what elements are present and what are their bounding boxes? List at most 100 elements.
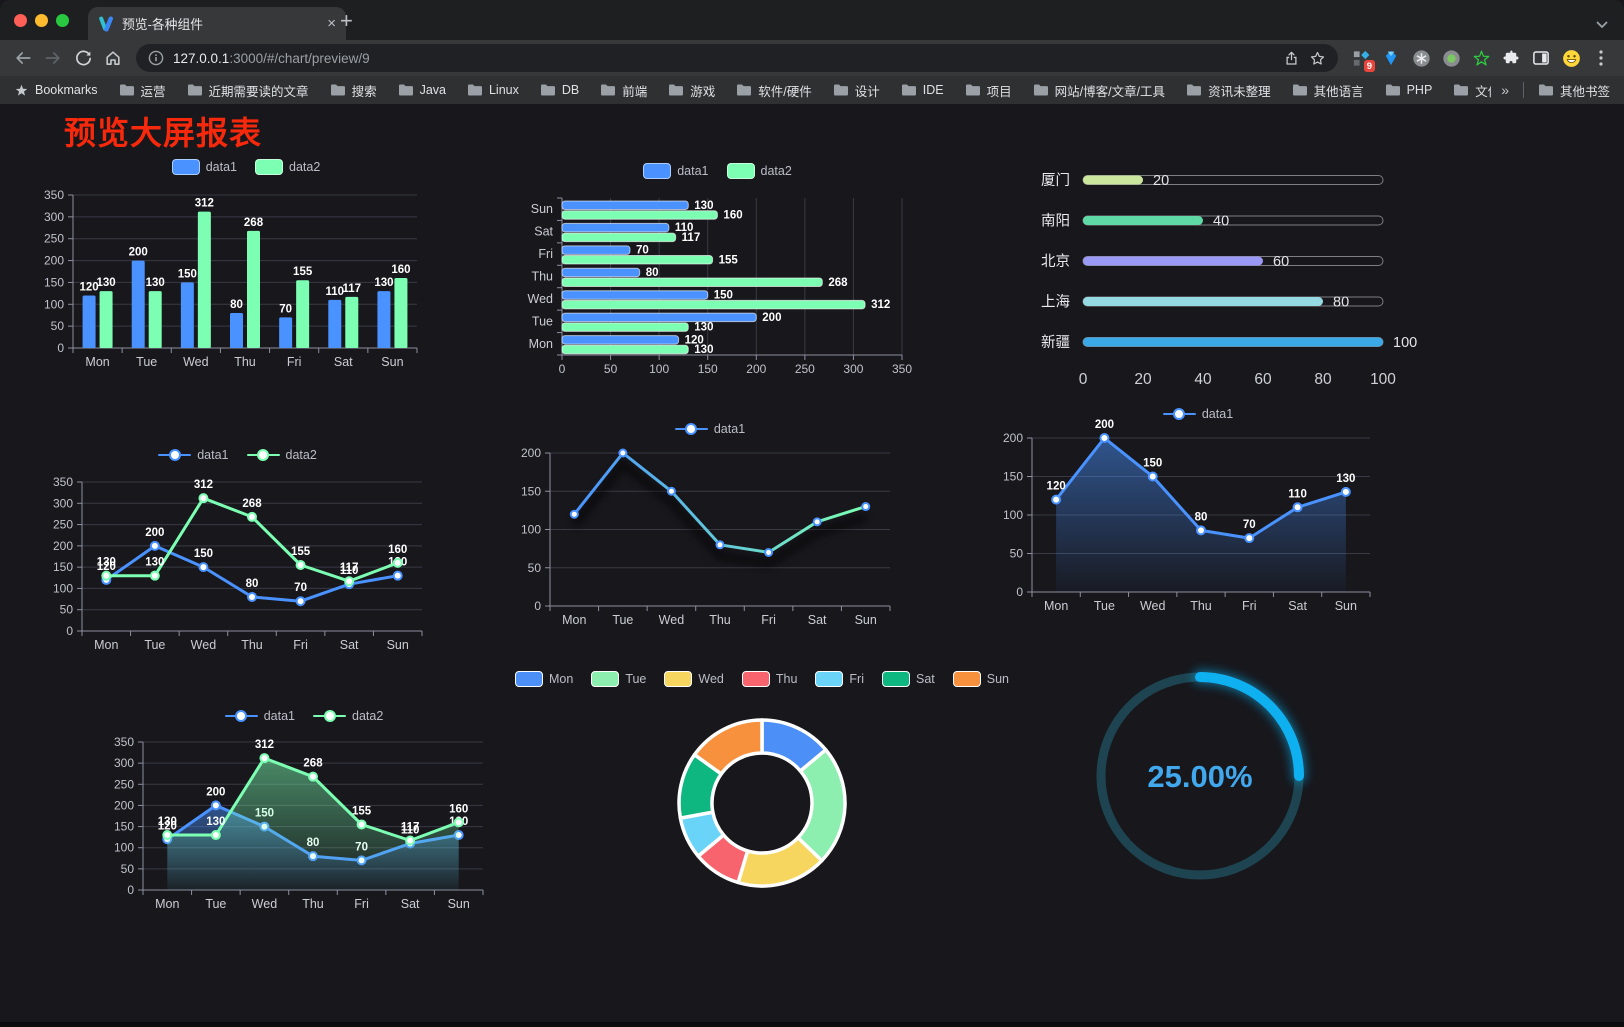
legend-item-data2[interactable]: data2 <box>726 163 792 179</box>
address-bar[interactable]: 127.0.0.1:3000/#/chart/preview/9 <box>136 44 1338 72</box>
bookmark-folder[interactable]: 前端 <box>600 81 647 100</box>
back-arrow-icon[interactable] <box>8 44 38 72</box>
tab-search-chevron-icon[interactable] <box>1596 16 1608 34</box>
legend-item-Tue[interactable]: Tue <box>591 671 646 687</box>
legend-item-data1[interactable]: data1 <box>158 447 229 462</box>
svg-text:Mon: Mon <box>85 355 109 369</box>
legend-item-data1[interactable]: data1 <box>674 421 745 436</box>
svg-text:Sat: Sat <box>340 638 359 652</box>
home-icon[interactable] <box>98 44 128 72</box>
bookmark-folder[interactable]: Linux <box>467 83 519 97</box>
svg-text:80: 80 <box>230 299 243 311</box>
side-panel-icon[interactable] <box>1526 44 1556 72</box>
legend-swatch <box>591 671 620 687</box>
bookmark-folder[interactable]: Java <box>398 83 446 97</box>
bookmark-folder[interactable]: 网站/博客/文章/工具 <box>1033 81 1165 100</box>
recorder-icon[interactable] <box>1436 44 1466 72</box>
proxy-switch-icon[interactable]: 9 <box>1346 44 1376 72</box>
svg-text:130: 130 <box>1336 473 1355 485</box>
legend-item-data2[interactable]: data2 <box>246 447 317 462</box>
svg-text:Sat: Sat <box>534 225 553 239</box>
legend-item-data1[interactable]: data1 <box>224 708 295 723</box>
svg-text:80: 80 <box>1195 511 1208 523</box>
screenshot-tool-icon[interactable] <box>1406 44 1436 72</box>
svg-text:50: 50 <box>1010 547 1024 561</box>
svg-text:130: 130 <box>145 557 164 569</box>
window-controls <box>14 14 69 27</box>
bookmark-folder[interactable]: 其他语言 <box>1292 81 1364 100</box>
legend-item-data2[interactable]: data2 <box>313 708 383 723</box>
svg-text:100: 100 <box>1003 508 1023 522</box>
menu-kebab-icon[interactable] <box>1586 44 1616 72</box>
legend-item-data1[interactable]: data1 <box>643 163 709 179</box>
svg-text:Sat: Sat <box>334 355 353 369</box>
chart-legend: data1 data2 <box>36 159 456 175</box>
legend-label: Tue <box>625 672 647 686</box>
minimize-window-button[interactable] <box>35 14 48 27</box>
legend-marker <box>158 447 192 462</box>
svg-text:250: 250 <box>53 518 73 532</box>
svg-text:300: 300 <box>53 496 73 510</box>
bookmark-folder[interactable]: 游戏 <box>668 81 715 100</box>
legend-item-data1[interactable]: data1 <box>1162 406 1233 421</box>
bookmark-folder[interactable]: 资讯未整理 <box>1186 81 1271 100</box>
bookmark-folder[interactable]: DB <box>540 83 579 97</box>
bookmark-folder[interactable]: 近期需要读的文章 <box>187 81 309 100</box>
bookmark-folder[interactable]: 项目 <box>965 81 1012 100</box>
legend-item-Wed[interactable]: Wed <box>664 671 724 687</box>
legend-item-Fri[interactable]: Fri <box>815 671 864 687</box>
bookmark-folder[interactable]: 设计 <box>833 81 880 100</box>
svg-text:Thu: Thu <box>1190 599 1212 613</box>
bookmarks-manager[interactable]: Bookmarks <box>14 83 98 98</box>
tab-close-icon[interactable]: × <box>327 15 336 32</box>
puzzle-extensions-icon[interactable] <box>1496 44 1526 72</box>
svg-text:Tue: Tue <box>205 897 226 911</box>
svg-text:117: 117 <box>401 822 420 834</box>
svg-text:50: 50 <box>604 362 618 376</box>
svg-text:新疆: 新疆 <box>1041 334 1070 351</box>
svg-text:312: 312 <box>194 479 213 491</box>
svg-text:0: 0 <box>57 341 64 355</box>
chart-gauge: 25.00% <box>1080 656 1320 896</box>
svg-text:200: 200 <box>521 446 541 460</box>
legend-item-Thu[interactable]: Thu <box>741 671 797 687</box>
svg-text:117: 117 <box>340 562 359 574</box>
svg-text:北京: 北京 <box>1041 253 1070 270</box>
svg-text:268: 268 <box>828 277 848 289</box>
emoji-extension-icon[interactable] <box>1556 44 1586 72</box>
site-info-icon[interactable] <box>148 50 164 66</box>
maximize-window-button[interactable] <box>56 14 69 27</box>
bookmark-folder[interactable]: 软件/硬件 <box>736 81 812 100</box>
chart-bar-vertical: data1 data2 0 50 100 150 200 250 300 350 Mon Tue Wed… <box>36 152 456 376</box>
url-text[interactable]: 127.0.0.1:3000/#/chart/preview/9 <box>173 51 1274 66</box>
forward-arrow-icon[interactable] <box>38 44 68 72</box>
bookmark-folder[interactable]: 运营 <box>119 81 166 100</box>
svg-text:120: 120 <box>158 820 177 832</box>
bookmarks-label: Bookmarks <box>35 83 98 97</box>
svg-text:130: 130 <box>146 277 165 289</box>
svg-text:130: 130 <box>374 277 393 289</box>
legend-item-Sat[interactable]: Sat <box>882 671 935 687</box>
chart-line-gradient: data1 0 50 100 150 200 Mon Tue Wed Thu Fri Sat Sun <box>520 415 900 633</box>
blue-gem-icon[interactable] <box>1376 44 1406 72</box>
legend-item-data2[interactable]: data2 <box>255 159 320 175</box>
bookmark-folder[interactable]: PHP <box>1385 83 1432 97</box>
legend-item-Mon[interactable]: Mon <box>514 671 573 687</box>
close-window-button[interactable] <box>14 14 27 27</box>
other-bookmarks-folder[interactable]: 其他书签 <box>1538 81 1610 100</box>
bookmark-folder[interactable]: 搜索 <box>330 81 377 100</box>
legend-label: data2 <box>352 708 384 723</box>
browser-tab[interactable]: 预览-各种组件 × <box>88 7 346 40</box>
share-icon[interactable] <box>1283 50 1300 67</box>
bookmarks-overflow-button[interactable]: » <box>1501 82 1509 98</box>
legend-item-Sun[interactable]: Sun <box>952 671 1009 687</box>
bookmark-folder[interactable]: IDE <box>901 83 944 97</box>
reload-icon[interactable] <box>68 44 98 72</box>
svg-text:Mon: Mon <box>562 613 586 627</box>
bookmark-folder[interactable]: 文件服务器 <box>1453 81 1491 100</box>
bookmark-star-icon[interactable] <box>1309 50 1326 67</box>
legend-item-data1[interactable]: data1 <box>171 159 237 175</box>
new-tab-button[interactable]: + <box>340 8 353 33</box>
green-star-icon[interactable] <box>1466 44 1496 72</box>
svg-text:50: 50 <box>51 319 65 333</box>
